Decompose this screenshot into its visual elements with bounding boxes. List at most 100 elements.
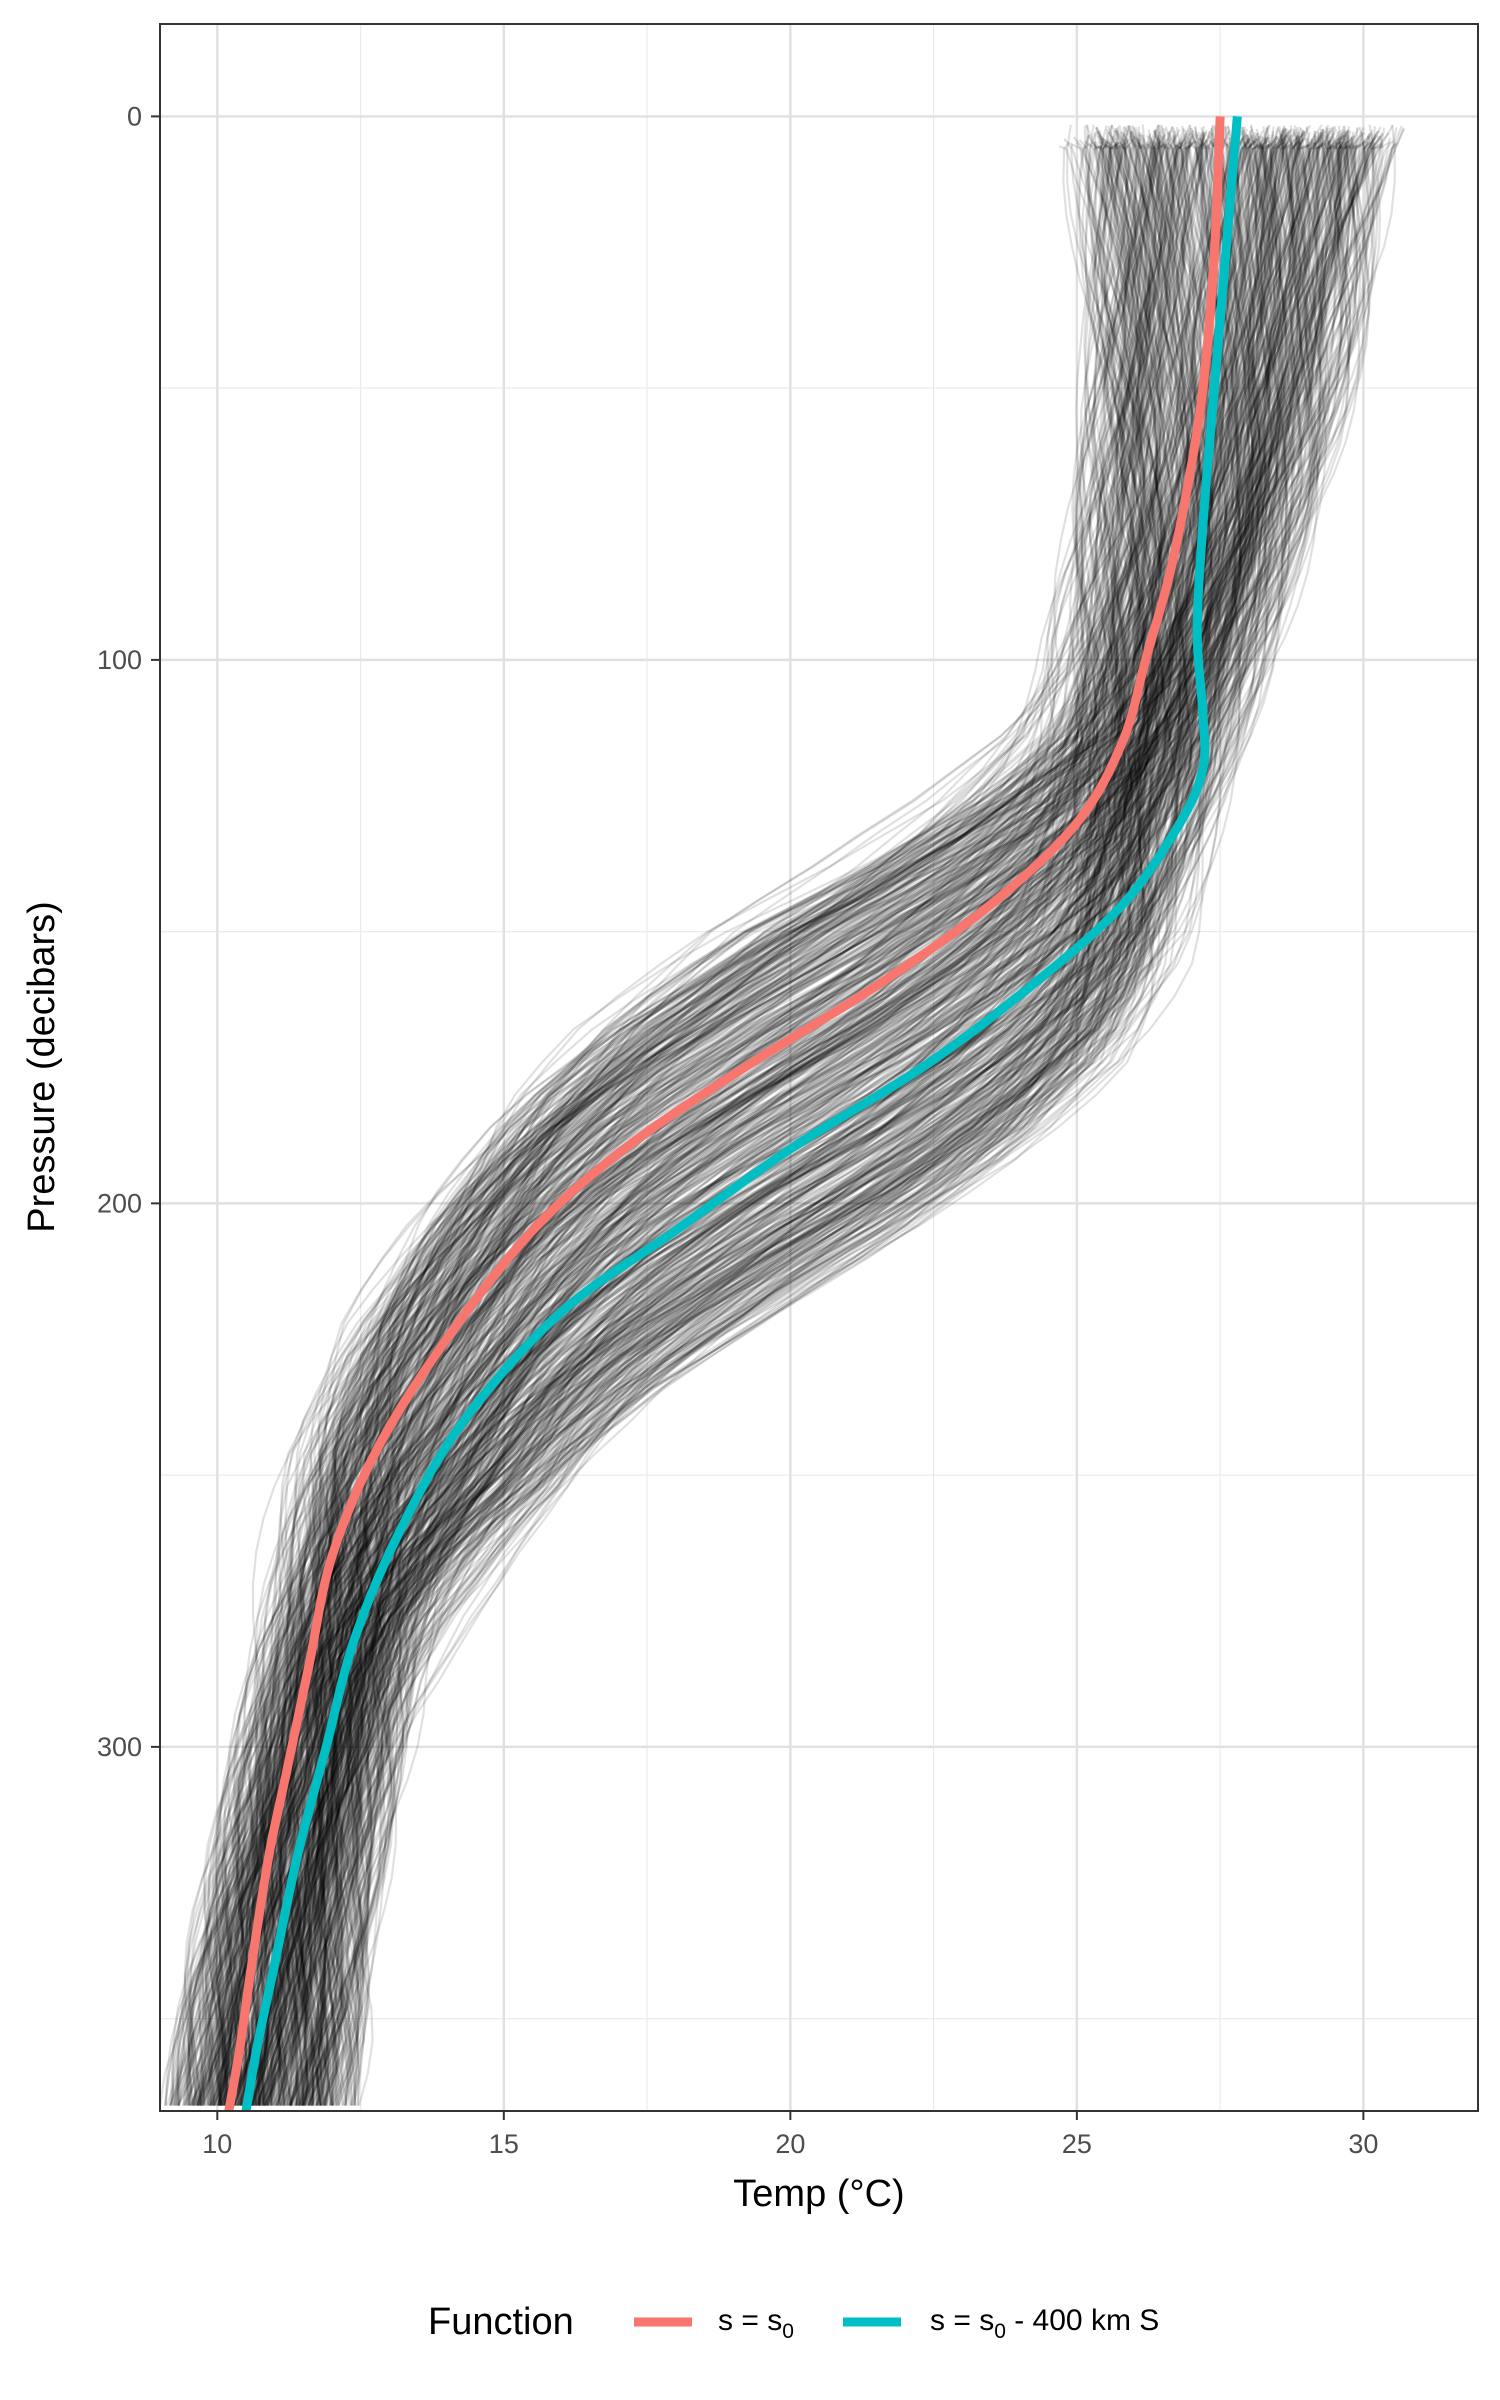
profile-line-513: [226, 141, 1324, 2106]
profile-line-175: [197, 127, 1120, 2107]
profile-line-378: [283, 134, 1320, 2106]
profile-line-520: [308, 143, 1184, 2106]
profile-line-423: [171, 131, 1372, 2106]
legend-label-teal: s = s0 - 400 km S: [930, 2304, 1159, 2343]
profile-line-400: [240, 144, 1352, 2106]
profile-line-398: [252, 134, 1164, 2107]
profile-line-173: [185, 142, 1303, 2106]
profile-line-346: [243, 124, 1184, 2106]
legend-label-red: s = s0: [718, 2304, 794, 2343]
profile-line-496: [335, 135, 1300, 2106]
profile-line-390: [290, 141, 1128, 2106]
profile-line-45: [198, 141, 1289, 2106]
profile-line-360: [317, 143, 1196, 2106]
profile-line-276: [206, 131, 1197, 2106]
profile-line-587: [218, 126, 1166, 2106]
profile-line-159: [285, 138, 1247, 2106]
profile-line-558: [275, 143, 1284, 2106]
profile-line-351: [262, 138, 1334, 2106]
profile-line-203: [296, 129, 1225, 2106]
y-tick-label-3: 300: [97, 1732, 142, 1762]
profile-line-422: [269, 129, 1326, 2106]
profile-line-63: [223, 138, 1131, 2106]
profile-line-189: [223, 135, 1143, 2106]
profile-line-292: [270, 131, 1230, 2106]
profile-line-370: [257, 137, 1174, 2106]
profile-line-147: [196, 135, 1300, 2106]
profile-line-480: [204, 142, 1162, 2106]
profile-line-552: [215, 138, 1158, 2106]
profile-line-584: [266, 130, 1306, 2106]
legend-label-teal-main: s = s: [930, 2304, 994, 2337]
profile-line-217: [309, 145, 1325, 2106]
profile-line-224: [209, 127, 1152, 2106]
profile-line-594: [304, 139, 1279, 2106]
profile-line-274: [316, 134, 1225, 2106]
profile-line-402: [228, 142, 1193, 2107]
profile-line-232: [236, 143, 1308, 2106]
profile-line-453: [244, 140, 1289, 2106]
profile-line-16: [273, 138, 1174, 2106]
profile-line-141: [286, 138, 1345, 2107]
profile-line-443: [266, 139, 1314, 2106]
profile-line-446: [219, 130, 1250, 2107]
profile-line-165: [266, 132, 1267, 2106]
profile-line-122: [255, 135, 1343, 2106]
profile-line-376: [209, 124, 1396, 2107]
profile-line-421: [307, 126, 1234, 2106]
profile-line-567: [270, 144, 1293, 2106]
profile-line-581: [168, 143, 1233, 2106]
profile-line-458: [221, 140, 1256, 2106]
profile-line-449: [304, 143, 1155, 2107]
profile-line-521: [257, 136, 1189, 2106]
profile-line-262: [186, 145, 1156, 2106]
profile-line-359: [190, 128, 1293, 2106]
profile-line-289: [301, 126, 1217, 2106]
profile-line-613: [242, 141, 1191, 2107]
profile-line-128: [292, 143, 1262, 2106]
profile-line-110: [254, 144, 1344, 2106]
profile-line-314: [235, 127, 1311, 2107]
profile-line-284: [214, 130, 1350, 2106]
profile-line-199: [246, 133, 1384, 2106]
profile-line-269: [212, 124, 1330, 2106]
profile-line-472: [239, 124, 1128, 2106]
profile-line-291: [279, 125, 1142, 2106]
profile-line-127: [211, 128, 1297, 2106]
profile-line-156: [217, 126, 1376, 2106]
profile-line-107: [280, 138, 1384, 2107]
profile-line-160: [264, 143, 1139, 2106]
profile-line-329: [292, 129, 1303, 2106]
profile-line-384: [240, 131, 1325, 2106]
profile-line-365: [263, 143, 1382, 2107]
profile-line-229: [299, 136, 1299, 2106]
profile-line-134: [240, 137, 1185, 2106]
profile-line-295: [176, 132, 1204, 2106]
profile-line-532: [222, 125, 1271, 2106]
profile-line-454: [303, 135, 1362, 2106]
profile-line-115: [304, 142, 1354, 2106]
profile-line-425: [295, 133, 1239, 2106]
x-tick-label-2: 20: [775, 2129, 805, 2159]
profile-line-302: [298, 138, 1286, 2107]
profile-line-366: [301, 127, 1282, 2106]
profile-line-231: [207, 137, 1287, 2106]
profile-line-236: [209, 139, 1216, 2106]
profile-line-81: [164, 126, 1382, 2106]
profile-line-296: [181, 133, 1145, 2106]
profile-line-193: [313, 124, 1143, 2106]
profile-line-608: [213, 137, 1236, 2106]
profile-line-102: [264, 139, 1288, 2106]
profile-line-486: [296, 137, 1172, 2106]
profile-line-409: [215, 133, 1282, 2106]
profile-line-556: [209, 125, 1294, 2106]
profile-line-591: [189, 132, 1288, 2106]
profile-line-266: [201, 134, 1323, 2106]
profile-line-459: [213, 136, 1268, 2106]
profile-line-416: [229, 138, 1214, 2106]
profile-line-64: [228, 129, 1185, 2107]
profile-line-490: [307, 127, 1398, 2106]
profile-line-345: [243, 134, 1173, 2107]
profile-line-403: [253, 144, 1141, 2106]
profile-line-512: [288, 129, 1154, 2107]
